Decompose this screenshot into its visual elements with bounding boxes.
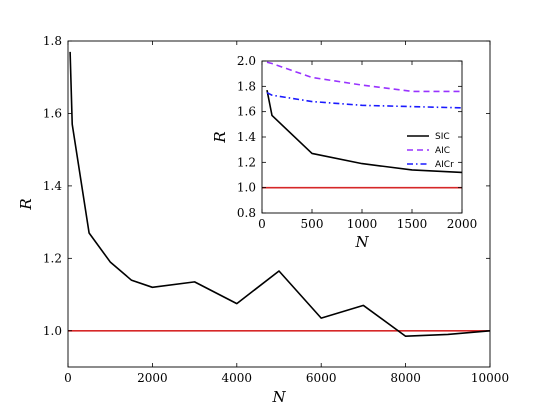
y-tick-label: 0.8 (237, 206, 256, 220)
y-tick-label: 1.4 (43, 179, 62, 193)
legend-label: SIC (435, 132, 450, 142)
series-line-aic (266, 61, 462, 93)
x-tick-label: 0 (258, 217, 266, 231)
plot-background (262, 61, 462, 213)
x-tick-label: 0 (64, 371, 72, 385)
legend-label: AIC (435, 146, 450, 156)
x-tick-label: 2000 (137, 371, 168, 385)
x-axis-label: N (271, 388, 286, 406)
y-tick-label: 1.0 (237, 181, 256, 195)
x-tick-label: 10000 (471, 371, 509, 385)
x-tick-label: 1000 (347, 217, 378, 231)
y-axis-label: R (17, 198, 35, 210)
x-tick-label: 500 (301, 217, 324, 231)
inset-plot: 0 500 1000 1500 2000 0.8 1.0 1.2 1.4 1.6 1.8 2.0 N R S… (211, 54, 477, 251)
y-tick-label: 2.0 (237, 54, 256, 68)
x-tick-label: 4000 (222, 371, 253, 385)
y-tick-label: 1.2 (43, 251, 62, 265)
y-tick-label: 1.4 (237, 130, 256, 144)
x-tick-label: 1500 (397, 217, 428, 231)
plot-frame (67, 40, 491, 368)
y-tick-label: 1.0 (43, 324, 62, 338)
y-axis-label: R (211, 131, 229, 143)
y-tick-label: 1.8 (43, 34, 62, 48)
series-line-aicr (266, 91, 463, 109)
y-tick-label: 1.6 (43, 106, 62, 120)
y-tick-label: 1.8 (237, 79, 256, 93)
x-tick-label: 6000 (306, 371, 337, 385)
y-tick-label: 1.6 (237, 105, 256, 119)
legend-label: AICr (435, 160, 454, 170)
x-axis-label: N (354, 233, 369, 251)
x-tick-label: 8000 (390, 371, 421, 385)
x-tick-label: 2000 (447, 217, 478, 231)
y-tick-label: 1.2 (237, 155, 256, 169)
series-line-0 (69, 51, 491, 338)
series-line-sic (266, 89, 463, 174)
legend: SIC AIC AICr (407, 132, 454, 170)
